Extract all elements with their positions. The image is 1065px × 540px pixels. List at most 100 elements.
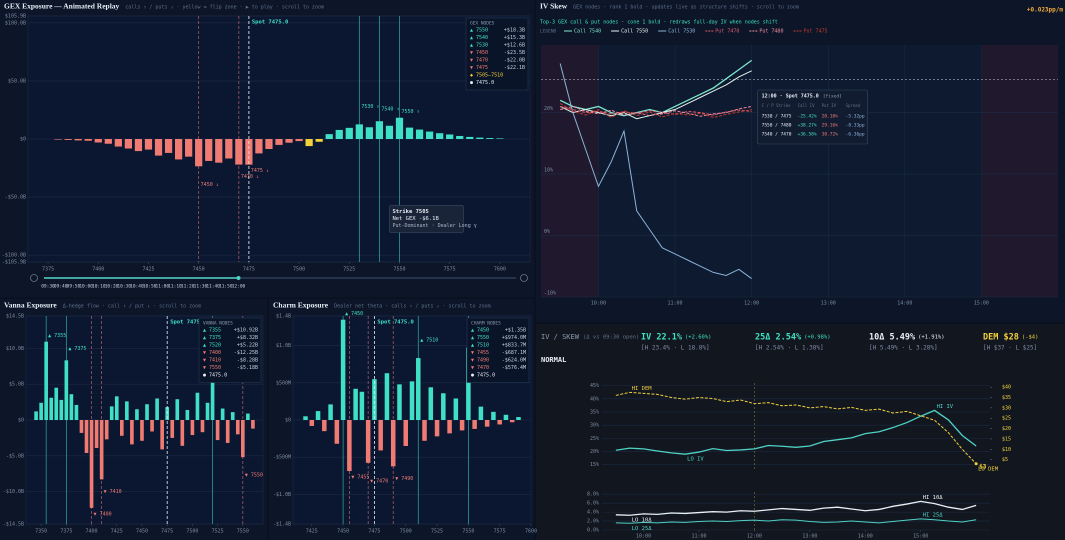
shaded-range — [981, 45, 1058, 297]
bar — [170, 420, 175, 438]
replay-time[interactable]: 10:00 — [79, 284, 93, 290]
panel-subtitle: calls ↑ / puts ↓ · yellow = flip zone · … — [125, 5, 324, 11]
x-tick-label: 12:00 — [747, 534, 762, 540]
legend-entry: ▲ 7375 — [203, 335, 221, 341]
bar — [185, 409, 190, 420]
tooltip-header: Call IV — [798, 103, 815, 108]
bar — [134, 139, 143, 152]
y2-tick-label: $5 — [1002, 457, 1008, 463]
bar — [486, 138, 494, 139]
x-tick-label: 7475 — [161, 529, 173, 535]
series-line — [559, 63, 752, 279]
y2-tick-label: $30 — [1002, 405, 1011, 411]
tooltip-line: Put-Dominant · Dealer Long γ — [392, 223, 476, 229]
metric-value: 25Δ 2.54% — [755, 333, 802, 343]
bar — [69, 394, 74, 420]
bar — [397, 384, 402, 420]
replay-time[interactable]: 10:10 — [92, 284, 106, 290]
bar — [125, 401, 129, 420]
replay-time[interactable]: 11:00 — [156, 284, 170, 290]
node-label: 7530 ↑ — [361, 104, 379, 110]
legend-entry: ▼ 7475 — [470, 65, 488, 71]
y-tick-label: -$14.5B — [3, 522, 24, 528]
replay-time[interactable]: 11:50 — [219, 284, 233, 290]
legend-value: +$15.3B — [504, 35, 525, 41]
bar — [154, 139, 163, 156]
replay-time[interactable]: 11:40 — [206, 284, 220, 290]
y-tick-label: $14.5B — [6, 314, 24, 320]
legend-value: +$1.35B — [505, 328, 526, 334]
legend-entry: ▲ 7450 — [471, 328, 489, 334]
legend-entry: Put 7470 — [715, 29, 739, 35]
node-label: ▲ 7355 — [48, 333, 66, 339]
series-line — [615, 409, 977, 455]
x-tick-label: 7525 — [431, 529, 443, 535]
legend-entry: ▲ 7510 — [471, 343, 489, 349]
replay-time[interactable]: 10:30 — [117, 284, 131, 290]
bar — [180, 420, 185, 446]
bar — [246, 413, 250, 420]
x-tick-label: 10:00 — [636, 534, 651, 540]
y-tick-label: -$1.4B — [273, 522, 291, 528]
bar — [425, 131, 434, 139]
y-tick-label: $100.0B — [5, 20, 26, 26]
bar — [155, 398, 159, 420]
replay-time[interactable]: 11:20 — [181, 284, 195, 290]
y-tick-label: $50.0B — [8, 78, 26, 84]
legend-value: -$23.5B — [504, 50, 525, 56]
replay-time[interactable]: 09:50 — [67, 284, 81, 290]
bar — [109, 406, 114, 420]
bar — [403, 420, 408, 446]
bar — [436, 133, 444, 139]
bar — [497, 420, 502, 425]
node-label: ▼ 7470 — [370, 478, 388, 484]
bar — [303, 416, 308, 420]
replay-time[interactable]: 09:30 — [41, 284, 55, 290]
x-tick-label: 15:00 — [913, 534, 928, 540]
x-tick-label: 7575 — [494, 529, 506, 535]
bar — [385, 125, 394, 139]
y-tick-label: -10% — [544, 291, 556, 297]
y2-tick-label: $20 — [1002, 426, 1011, 432]
x-tick-label: 7425 — [306, 529, 318, 535]
legend-title: GEX NODES — [470, 21, 495, 27]
replay-time[interactable]: 10:20 — [105, 284, 119, 290]
bar — [49, 397, 54, 420]
y-tick-label: 25% — [590, 436, 599, 442]
replay-time[interactable]: 09:40 — [54, 284, 68, 290]
play-button[interactable] — [30, 274, 38, 282]
high-label: HI 10Δ — [923, 495, 944, 501]
x-tick-label: 7475 — [368, 529, 380, 535]
y-tick-label: -$105.9B — [2, 260, 26, 266]
bar — [114, 139, 122, 147]
y-tick-label: $105.9B — [5, 14, 26, 20]
bar — [334, 420, 340, 444]
replay-time[interactable]: 10:50 — [143, 284, 157, 290]
panel-title: Charm Exposure — [273, 301, 329, 310]
bar — [104, 139, 112, 144]
replay-time[interactable]: 11:10 — [168, 284, 182, 290]
replay-time[interactable]: 10:40 — [130, 284, 144, 290]
end-dot — [974, 462, 978, 466]
spot-label: Spot 7475.0 — [170, 320, 206, 326]
low-label: LO DEM — [978, 466, 999, 472]
legend-entry: ▼ 7455 — [471, 350, 489, 356]
bar — [434, 420, 440, 437]
replay-time[interactable]: 12:00 — [232, 284, 246, 290]
next-button[interactable] — [520, 274, 528, 282]
bar — [164, 139, 173, 153]
metric-change: (-$4) — [1022, 335, 1039, 341]
x-tick-label: 14:00 — [897, 301, 912, 307]
legend-value: +$8.32B — [237, 335, 258, 341]
legend-entry: ▲ 7520 — [203, 343, 221, 349]
slider-knob[interactable] — [236, 276, 241, 280]
bar — [54, 387, 59, 420]
legend-entry: ▲ 7355 — [203, 328, 221, 334]
replay-time[interactable]: 11:30 — [194, 284, 208, 290]
legend-entry: ▼ 7400 — [203, 350, 221, 356]
y-tick-label: -$1.0B — [273, 492, 291, 498]
x-tick-label: 12:00 — [744, 301, 759, 307]
tooltip-cell: 7530 / 7475 — [762, 114, 792, 120]
metric-range: [H 2.54% · L 1.38%] — [755, 345, 824, 352]
